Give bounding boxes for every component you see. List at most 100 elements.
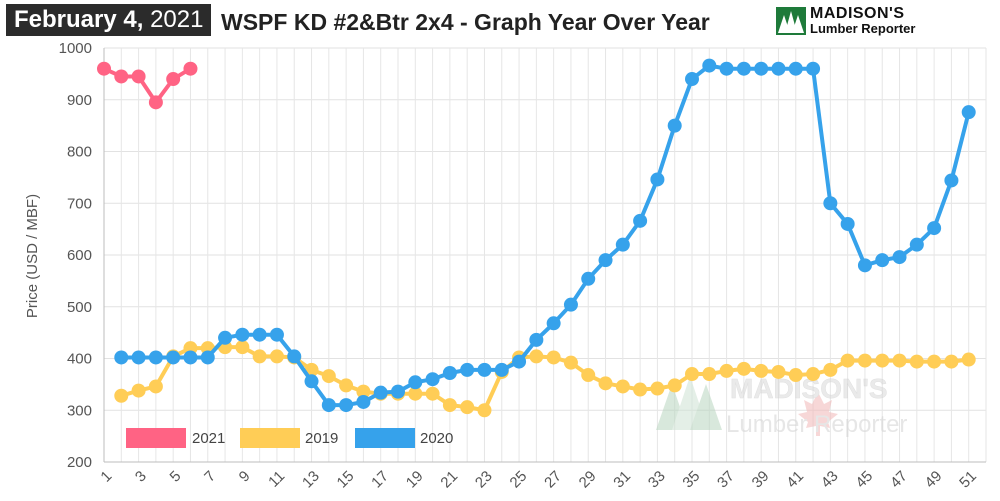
legend-label-2020: 2020 bbox=[420, 430, 453, 447]
data-point-2019 bbox=[840, 353, 855, 368]
x-tick-label: 33 bbox=[645, 468, 669, 492]
legend-swatch-2019 bbox=[240, 428, 300, 448]
date-month-day: February 4, bbox=[14, 6, 144, 33]
watermark: MADISON'S Lumber Reporter bbox=[656, 373, 907, 438]
data-point-2020 bbox=[546, 316, 561, 331]
data-point-2019 bbox=[546, 350, 561, 365]
data-point-2020 bbox=[909, 237, 924, 252]
data-point-2020 bbox=[391, 384, 405, 399]
series-2021 bbox=[97, 61, 198, 110]
data-point-2019 bbox=[131, 383, 146, 398]
watermark-line2: Lumber Reporter bbox=[726, 411, 907, 438]
x-tick-label: 27 bbox=[541, 468, 565, 492]
data-point-2020 bbox=[218, 330, 233, 345]
legend-swatch-2020 bbox=[355, 428, 415, 448]
data-point-2020 bbox=[356, 394, 371, 409]
y-axis-label: Price (USD / MBF) bbox=[24, 194, 41, 318]
data-point-2019 bbox=[563, 355, 578, 370]
x-tick-label: 13 bbox=[299, 468, 323, 492]
data-point-2019 bbox=[356, 384, 371, 399]
data-point-2019 bbox=[788, 368, 803, 383]
data-point-2019 bbox=[909, 354, 924, 369]
data-point-2020 bbox=[183, 350, 198, 365]
data-point-2019 bbox=[875, 353, 890, 368]
x-tick-label: 41 bbox=[783, 468, 807, 492]
x-tick-label: 29 bbox=[576, 468, 600, 492]
data-point-2020 bbox=[875, 253, 890, 268]
data-point-2020 bbox=[512, 354, 527, 369]
x-tick-label: 5 bbox=[167, 468, 185, 486]
x-tick-label: 45 bbox=[852, 468, 876, 492]
data-point-2019 bbox=[633, 382, 648, 397]
x-tick-label: 23 bbox=[472, 468, 496, 492]
data-point-2019 bbox=[581, 368, 596, 383]
legend: 2021 2019 2020 bbox=[126, 428, 453, 448]
data-point-2019 bbox=[892, 353, 907, 368]
data-point-2020 bbox=[321, 398, 336, 413]
data-point-2020 bbox=[667, 118, 682, 133]
data-point-2019 bbox=[806, 367, 821, 382]
data-point-2019 bbox=[702, 367, 717, 382]
data-point-2019 bbox=[321, 369, 336, 384]
data-point-2020 bbox=[857, 258, 872, 273]
data-point-2020 bbox=[892, 250, 907, 265]
data-point-2019 bbox=[529, 349, 544, 364]
series-2019 bbox=[114, 340, 976, 418]
data-point-2020 bbox=[685, 72, 699, 87]
x-tick-label: 11 bbox=[265, 468, 288, 491]
data-point-2020 bbox=[961, 105, 976, 120]
x-tick-label: 39 bbox=[749, 468, 773, 492]
data-point-2019 bbox=[425, 386, 440, 401]
x-tick-label: 43 bbox=[818, 468, 842, 492]
data-point-2020 bbox=[719, 61, 734, 76]
data-point-2020 bbox=[200, 350, 215, 365]
data-point-2019 bbox=[754, 363, 769, 378]
x-tick-label: 51 bbox=[956, 468, 980, 492]
data-point-2019 bbox=[235, 340, 250, 355]
data-point-2020 bbox=[408, 375, 423, 390]
x-tick-label: 19 bbox=[403, 468, 427, 492]
logo-name: MADISON'S bbox=[810, 5, 905, 22]
data-point-2019 bbox=[114, 388, 129, 403]
data-point-2020 bbox=[269, 327, 284, 342]
watermark-maple-leaf-icon bbox=[798, 392, 838, 436]
data-point-2020 bbox=[114, 350, 129, 365]
x-tick-label: 9 bbox=[236, 468, 254, 486]
data-point-2020 bbox=[373, 385, 388, 400]
data-point-2020 bbox=[806, 61, 821, 76]
data-point-2019 bbox=[719, 363, 734, 378]
data-point-2020 bbox=[598, 253, 613, 268]
x-tick-label: 21 bbox=[437, 468, 461, 492]
x-tick-label: 17 bbox=[368, 468, 392, 492]
data-point-2021 bbox=[114, 69, 129, 84]
data-point-2020 bbox=[650, 172, 665, 187]
data-point-2021 bbox=[131, 69, 146, 84]
data-point-2019 bbox=[685, 367, 699, 382]
x-tick-label: 15 bbox=[334, 468, 358, 492]
data-point-2020 bbox=[304, 374, 319, 389]
data-point-2019 bbox=[408, 386, 423, 401]
data-point-2020 bbox=[287, 349, 302, 364]
legend-label-2019: 2019 bbox=[305, 430, 338, 447]
data-point-2019 bbox=[339, 378, 354, 393]
data-point-2020 bbox=[771, 61, 786, 76]
data-point-2021 bbox=[148, 95, 163, 110]
x-tick-label: 25 bbox=[507, 468, 531, 492]
data-point-2019 bbox=[961, 352, 976, 367]
x-tick-label: 1 bbox=[97, 468, 115, 486]
data-point-2020 bbox=[494, 362, 509, 377]
x-tick-label: 31 bbox=[610, 468, 634, 492]
data-point-2020 bbox=[131, 350, 146, 365]
y-tick-label: 300 bbox=[67, 402, 92, 419]
data-point-2020 bbox=[166, 350, 181, 365]
data-point-2020 bbox=[563, 297, 578, 312]
date-badge: February 4, 2021 bbox=[6, 4, 212, 36]
data-point-2020 bbox=[581, 271, 596, 286]
y-tick-label: 1000 bbox=[59, 40, 92, 57]
data-point-2020 bbox=[460, 362, 475, 377]
data-point-2019 bbox=[771, 364, 786, 379]
legend-swatch-2021 bbox=[126, 428, 186, 448]
data-point-2021 bbox=[183, 61, 198, 76]
data-point-2020 bbox=[927, 221, 942, 236]
